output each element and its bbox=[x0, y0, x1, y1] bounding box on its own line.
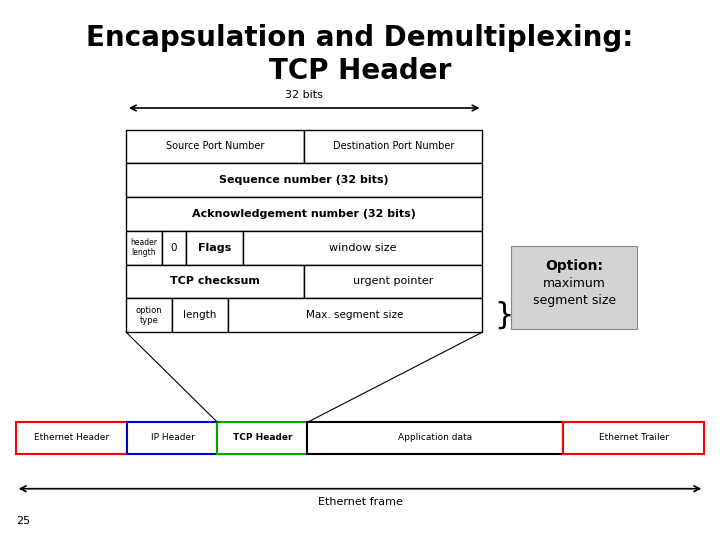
Text: Destination Port Number: Destination Port Number bbox=[333, 141, 454, 152]
Text: length: length bbox=[184, 310, 217, 320]
Bar bbox=[304, 130, 482, 163]
Bar bbox=[126, 298, 172, 332]
Text: Max. segment size: Max. segment size bbox=[306, 310, 404, 320]
Text: header
length: header length bbox=[130, 238, 157, 257]
Bar bbox=[511, 246, 637, 329]
Bar bbox=[127, 422, 217, 454]
Bar bbox=[126, 197, 482, 231]
Bar bbox=[126, 265, 304, 298]
Text: TCP Header: TCP Header bbox=[233, 434, 292, 442]
Text: }: } bbox=[495, 301, 513, 330]
Text: urgent pointer: urgent pointer bbox=[353, 276, 433, 287]
Text: Ethernet Trailer: Ethernet Trailer bbox=[598, 434, 669, 442]
Text: Acknowledgement number (32 bits): Acknowledgement number (32 bits) bbox=[192, 209, 416, 219]
Bar bbox=[161, 231, 186, 265]
Bar bbox=[307, 422, 563, 454]
Bar bbox=[217, 422, 307, 454]
Text: 0: 0 bbox=[171, 242, 177, 253]
Text: Source Port Number: Source Port Number bbox=[166, 141, 264, 152]
Text: Encapsulation and Demultiplexing:: Encapsulation and Demultiplexing: bbox=[86, 24, 634, 52]
Text: Application data: Application data bbox=[398, 434, 472, 442]
Text: TCP checksum: TCP checksum bbox=[170, 276, 260, 287]
Text: Sequence number (32 bits): Sequence number (32 bits) bbox=[220, 175, 389, 185]
Bar bbox=[228, 298, 482, 332]
Bar bbox=[126, 163, 482, 197]
Text: TCP Header: TCP Header bbox=[269, 57, 451, 85]
Text: 25: 25 bbox=[16, 516, 30, 526]
Bar bbox=[16, 422, 127, 454]
Bar bbox=[126, 130, 304, 163]
Text: 32 bits: 32 bits bbox=[285, 90, 323, 100]
Text: IP Header: IP Header bbox=[150, 434, 194, 442]
Text: Ethernet frame: Ethernet frame bbox=[318, 497, 402, 507]
Text: window size: window size bbox=[329, 242, 397, 253]
Bar bbox=[304, 265, 482, 298]
Text: option
type: option type bbox=[136, 306, 163, 325]
Text: maximum
segment size: maximum segment size bbox=[533, 276, 616, 307]
Bar bbox=[172, 298, 228, 332]
Bar bbox=[243, 231, 482, 265]
Text: Flags: Flags bbox=[198, 242, 231, 253]
Bar bbox=[186, 231, 243, 265]
Text: Option:: Option: bbox=[545, 259, 603, 273]
Bar bbox=[126, 231, 161, 265]
Bar bbox=[563, 422, 704, 454]
Text: Ethernet Header: Ethernet Header bbox=[34, 434, 109, 442]
